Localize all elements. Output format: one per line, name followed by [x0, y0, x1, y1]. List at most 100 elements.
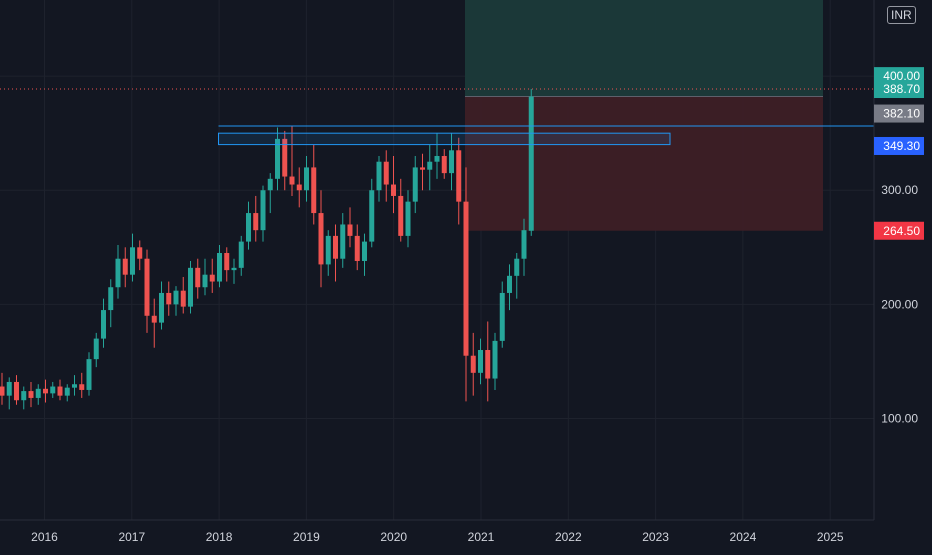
entry-price-label-bg [874, 104, 924, 123]
candle-body [35, 388, 41, 398]
stop-price-label-bg [874, 221, 924, 240]
time-tick-label: 2020 [380, 530, 407, 544]
time-tick-label: 2017 [118, 530, 145, 544]
last-price-label-bg [874, 80, 924, 99]
candle-body [28, 391, 34, 398]
grid [0, 0, 874, 520]
candle-body [246, 213, 251, 242]
candle-body [296, 184, 302, 191]
candle-body [217, 253, 222, 282]
profit-zone[interactable] [465, 0, 823, 97]
candle-body [325, 235, 331, 265]
last-price-label: 388.70 [874, 80, 924, 99]
candle-body [86, 359, 92, 390]
candle-body [304, 167, 309, 191]
candle-body [21, 391, 27, 401]
candle-body [405, 201, 411, 236]
candle-body [434, 156, 440, 162]
hidden-tick-label-text: 400.00 [883, 69, 920, 83]
candle-body [137, 247, 143, 259]
candle-body [260, 190, 266, 231]
level-price-label: 349.30 [874, 136, 924, 155]
entry-price-label: 382.10 [874, 104, 924, 123]
candle-body [427, 161, 433, 170]
candle-body [478, 350, 483, 373]
candle-body [173, 290, 179, 305]
candle-body [108, 287, 114, 311]
resistance-zone[interactable] [218, 132, 671, 146]
time-tick-label: 2023 [642, 530, 669, 544]
price-tick-label: 200.00 [881, 297, 918, 311]
candle-body [463, 201, 469, 356]
trade-zones[interactable] [465, 0, 823, 231]
candle-body [0, 386, 5, 396]
candle-body [275, 138, 280, 179]
candle-body [282, 138, 288, 177]
candle-body [188, 267, 193, 307]
candle-body [499, 292, 505, 341]
candle-body [202, 274, 208, 288]
candle-body [180, 290, 186, 307]
candle-body [224, 253, 230, 271]
candle-body [195, 267, 201, 288]
time-tick-label: 2021 [468, 530, 495, 544]
candle-body [347, 224, 353, 236]
candle-body [166, 292, 172, 305]
price-tick-label: 100.00 [881, 411, 918, 425]
time-tick-label: 2016 [31, 530, 58, 544]
candle-body [122, 258, 128, 275]
candle-body [412, 167, 418, 202]
candle-body [267, 178, 273, 191]
candle-body [441, 156, 447, 174]
candle-body [514, 258, 520, 276]
time-tick-label: 2022 [555, 530, 582, 544]
candle-body [43, 388, 48, 394]
candle-body [115, 258, 121, 288]
candle-body [362, 241, 367, 261]
time-tick-label: 2024 [730, 530, 757, 544]
candle-body [253, 213, 259, 231]
candle-body [130, 247, 135, 275]
candle-body [521, 230, 527, 259]
price-tick-label: 300.00 [881, 183, 918, 197]
candle-body [470, 355, 476, 373]
candle-body [449, 150, 454, 174]
candle-body [144, 258, 150, 316]
candle-body [50, 386, 56, 394]
candle-body [376, 161, 382, 191]
candle-body [420, 167, 425, 170]
candle-body [369, 190, 375, 242]
candle-body [6, 381, 12, 396]
candle-body [383, 161, 389, 185]
candle-body [238, 241, 244, 268]
candle-body [289, 176, 295, 185]
candle-body [318, 213, 324, 265]
candle-body [333, 235, 338, 259]
time-tick-label: 2025 [817, 530, 844, 544]
candle-body [57, 386, 63, 396]
candle-body [507, 275, 512, 293]
time-axis[interactable]: 2016 2017 2018 2019 2020 2021 2022 2023 2024 2025 [31, 530, 844, 544]
candle-body [231, 267, 237, 271]
candle-body [492, 340, 498, 379]
time-tick-label: 2018 [206, 530, 233, 544]
overlays[interactable] [0, 88, 874, 146]
stop-price-label: 264.50 [874, 221, 924, 240]
candle-body [14, 381, 19, 401]
loss-zone[interactable] [465, 96, 823, 231]
candle-body [93, 338, 99, 360]
level-price-label-text: 349.30 [883, 139, 920, 153]
level-price-label-bg [874, 136, 924, 155]
candle-body [101, 310, 106, 339]
last-price-label-text: 388.70 [883, 82, 920, 96]
candle-body [340, 224, 346, 259]
currency-badge[interactable]: INR [887, 6, 916, 24]
candle-body [151, 315, 157, 323]
candle-body [354, 235, 360, 261]
candle-body [398, 195, 404, 236]
candle-body [72, 384, 77, 388]
candle-body [485, 350, 491, 379]
